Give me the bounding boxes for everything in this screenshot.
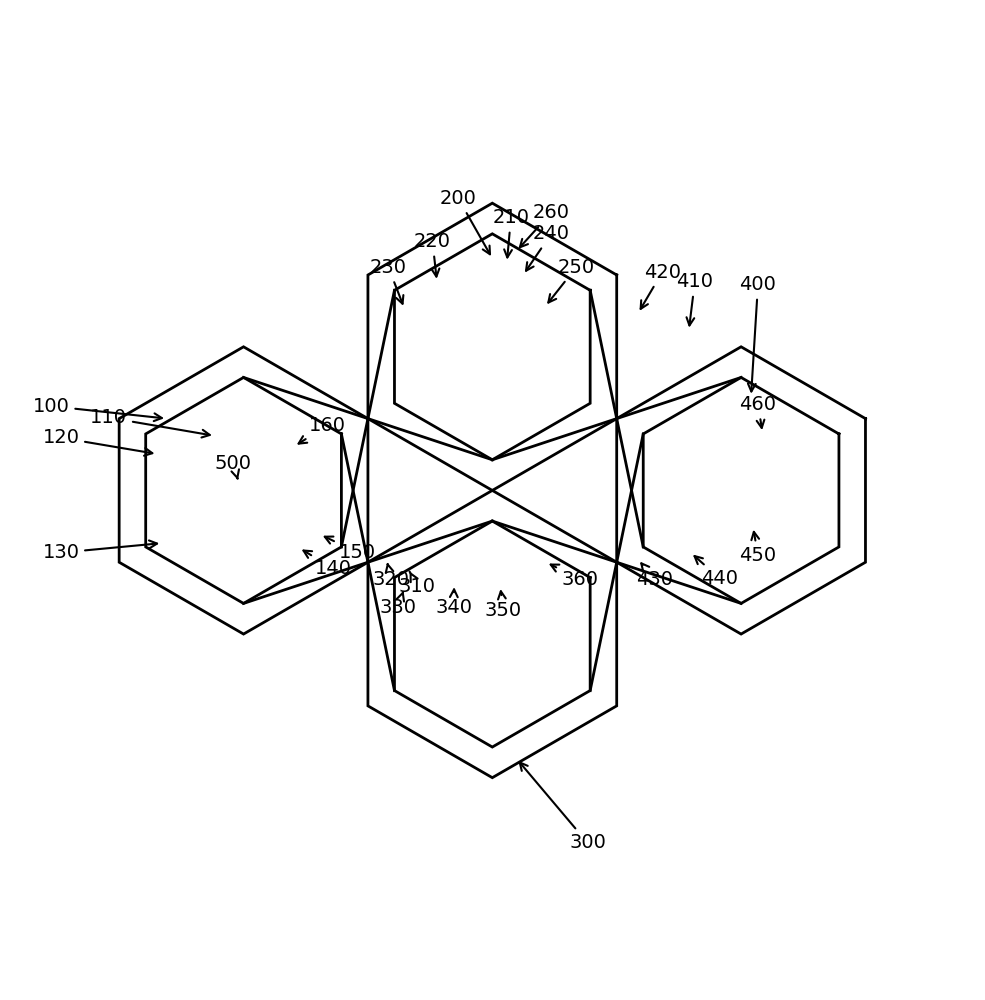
Text: 160: 160 — [298, 416, 346, 444]
Text: 260: 260 — [520, 203, 569, 247]
Text: 420: 420 — [640, 263, 681, 309]
Text: 450: 450 — [740, 532, 776, 565]
Text: 230: 230 — [370, 258, 407, 304]
Text: 440: 440 — [694, 556, 738, 588]
Text: 410: 410 — [677, 272, 713, 325]
Text: 120: 120 — [42, 428, 153, 456]
Text: 460: 460 — [740, 395, 776, 428]
Text: 250: 250 — [549, 258, 595, 303]
Text: 320: 320 — [372, 564, 410, 589]
Text: 100: 100 — [33, 397, 162, 421]
Text: 360: 360 — [551, 565, 599, 589]
Text: 210: 210 — [492, 208, 530, 257]
Text: 240: 240 — [526, 224, 569, 271]
Text: 310: 310 — [399, 571, 435, 596]
Text: 140: 140 — [303, 551, 353, 578]
Text: 200: 200 — [440, 189, 490, 254]
Text: 430: 430 — [636, 563, 673, 589]
Text: 220: 220 — [414, 232, 451, 277]
Text: 400: 400 — [740, 275, 776, 391]
Text: 150: 150 — [325, 537, 376, 562]
Text: 300: 300 — [520, 762, 606, 852]
Text: 500: 500 — [215, 454, 252, 479]
Text: 340: 340 — [435, 589, 472, 617]
Text: 130: 130 — [42, 540, 157, 562]
Text: 350: 350 — [485, 591, 522, 620]
Text: 110: 110 — [91, 408, 210, 437]
Text: 330: 330 — [379, 592, 417, 617]
